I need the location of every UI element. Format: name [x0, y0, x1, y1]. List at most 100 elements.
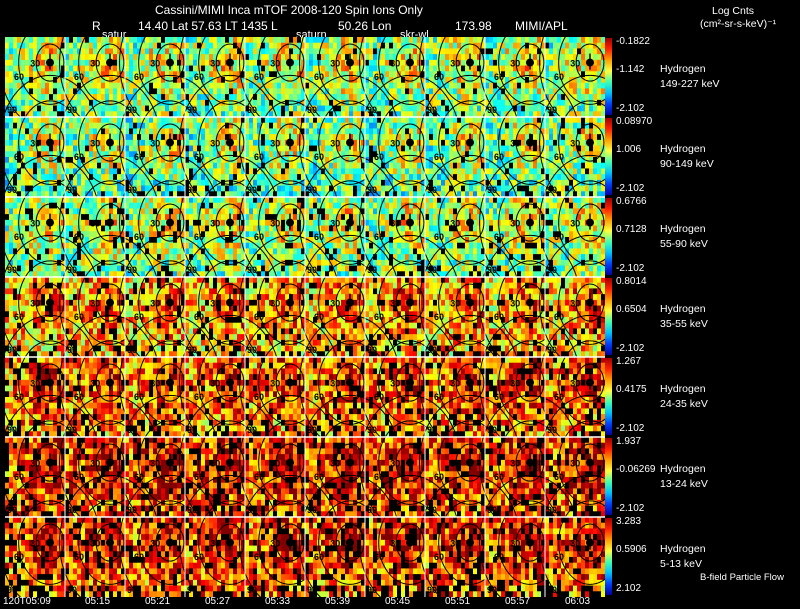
image-pixel	[477, 157, 482, 164]
image-pixel	[405, 122, 410, 129]
image-pixel	[209, 65, 214, 72]
image-pixel	[401, 151, 406, 158]
image-pixel	[569, 71, 574, 78]
image-pixel	[109, 71, 114, 78]
image-pixel	[205, 117, 210, 124]
image-pixel	[217, 82, 222, 89]
image-pixel	[297, 71, 302, 78]
image-pixel	[405, 128, 410, 135]
image-pixel	[9, 65, 14, 72]
image-pixel	[53, 48, 58, 55]
image-pixel	[249, 54, 254, 61]
image-pixel	[209, 162, 214, 169]
image-pixel	[201, 185, 206, 192]
image-pixel	[169, 88, 174, 95]
image-pixel	[469, 82, 474, 89]
image-pixel	[129, 242, 134, 249]
image-pixel	[329, 111, 334, 118]
image-pixel	[369, 65, 374, 72]
image-pixel	[9, 88, 14, 95]
image-pixel	[241, 157, 246, 164]
image-pixel	[41, 168, 46, 175]
image-pixel	[541, 88, 546, 95]
image-pixel	[297, 122, 302, 129]
image-pixel	[397, 117, 402, 124]
image-pixel	[473, 145, 478, 152]
image-pixel	[577, 42, 582, 49]
image-pixel	[45, 94, 50, 101]
image-pixel	[253, 117, 258, 124]
image-pixel	[173, 99, 178, 106]
image-pixel	[453, 191, 458, 198]
image-pixel	[509, 82, 514, 89]
image-pixel	[13, 179, 18, 186]
image-pixel	[157, 65, 162, 72]
image-pixel	[225, 179, 230, 186]
image-pixel	[281, 162, 286, 169]
image-pixel	[361, 191, 366, 198]
image-pixel	[97, 237, 102, 244]
image-pixel	[181, 231, 186, 238]
image-pixel	[585, 185, 590, 192]
image-pixel	[397, 77, 402, 84]
image-pixel	[237, 174, 242, 181]
range-ring	[155, 123, 185, 162]
image-pixel	[89, 117, 94, 124]
image-pixel	[465, 105, 470, 112]
image-pixel	[305, 59, 310, 66]
image-pixel	[101, 254, 106, 261]
image-pixel	[41, 162, 46, 169]
image-pixel	[13, 202, 18, 209]
image-pixel	[201, 111, 206, 118]
image-pixel	[153, 37, 158, 44]
image-pixel	[297, 157, 302, 164]
image-pixel	[557, 48, 562, 55]
image-pixel	[153, 157, 158, 164]
image-pixel	[241, 174, 246, 181]
image-pixel	[177, 65, 182, 72]
image-pixel	[157, 214, 162, 221]
image-pixel	[369, 77, 374, 84]
image-pixel	[5, 37, 10, 44]
image-pixel	[601, 99, 605, 106]
image-pixel	[501, 105, 506, 112]
image-pixel	[489, 145, 494, 152]
image-pixel	[189, 191, 194, 198]
image-pixel	[197, 179, 202, 186]
image-pixel	[77, 254, 82, 261]
image-pixel	[337, 157, 342, 164]
image-pixel	[333, 134, 338, 141]
image-pixel	[121, 168, 126, 175]
image-pixel	[277, 191, 282, 198]
image-pixel	[165, 248, 170, 255]
image-pixel	[157, 117, 162, 124]
image-pixel	[457, 59, 462, 66]
image-pixel	[249, 59, 254, 66]
image-pixel	[109, 248, 114, 255]
image-pixel	[545, 65, 550, 72]
ring-label: 60	[74, 72, 84, 82]
image-pixel	[305, 42, 310, 49]
image-pixel	[169, 65, 174, 72]
image-pixel	[221, 157, 226, 164]
image-pixel	[497, 151, 502, 158]
image-pixel	[33, 59, 38, 66]
image-pixel	[161, 254, 166, 261]
image-pixel	[425, 185, 430, 192]
image-pixel	[117, 168, 122, 175]
image-pixel	[381, 174, 386, 181]
image-pixel	[245, 111, 250, 118]
image-pixel	[73, 139, 78, 146]
range-ring	[455, 43, 485, 82]
image-pixel	[481, 99, 486, 106]
image-pixel	[137, 42, 142, 49]
image-pixel	[493, 157, 498, 164]
image-pixel	[589, 94, 594, 101]
image-pixel	[417, 65, 422, 72]
image-pixel	[93, 111, 98, 118]
image-pixel	[401, 82, 406, 89]
image-pixel	[153, 254, 158, 261]
image-pixel	[557, 174, 562, 181]
image-pixel	[281, 168, 286, 175]
image-pixel	[593, 145, 598, 152]
